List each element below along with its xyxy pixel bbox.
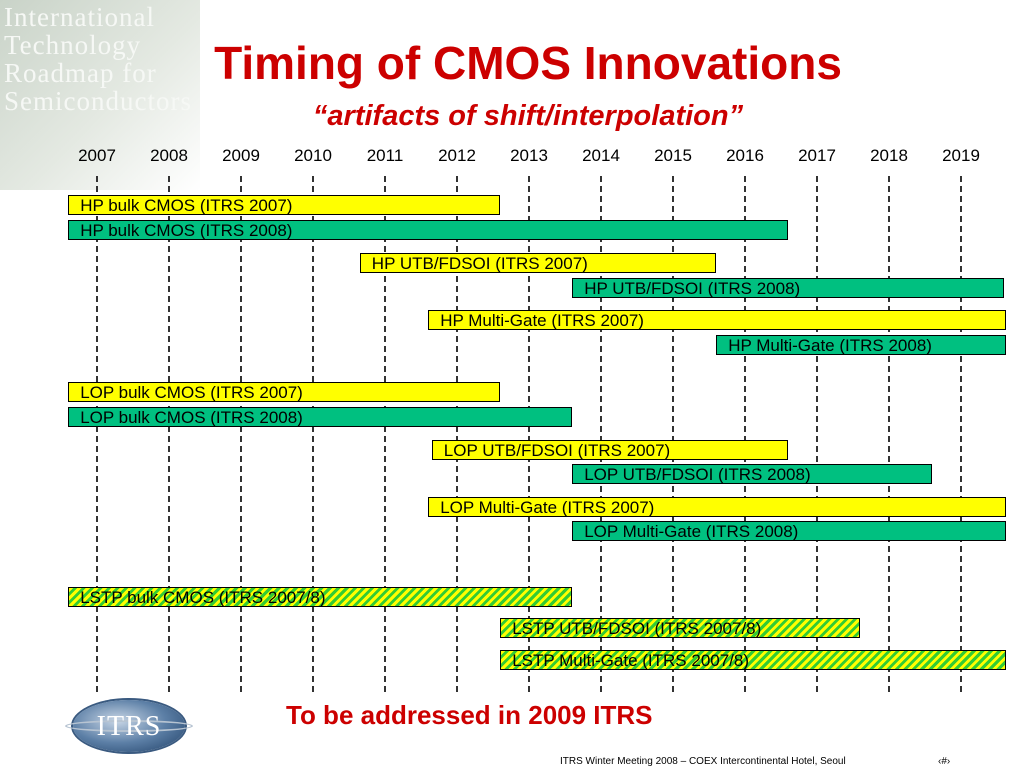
timeline-bar: LOP bulk CMOS (ITRS 2008): [68, 407, 573, 427]
year-gridline: [96, 176, 98, 692]
year-label: 2014: [582, 146, 620, 165]
slide-title: Timing of CMOS Innovations: [214, 37, 842, 89]
watermark-line: Technology: [4, 30, 142, 60]
page-number: ‹#›: [938, 756, 951, 767]
year-label: 2013: [510, 146, 548, 165]
year-gridline: [744, 176, 746, 692]
timeline-bar: HP bulk CMOS (ITRS 2008): [68, 220, 789, 240]
year-label: 2010: [294, 146, 332, 165]
year-label: 2011: [366, 146, 404, 165]
year-gridline: [456, 176, 458, 692]
watermark-line: Semiconductors: [4, 86, 192, 116]
watermark-line: International: [4, 2, 155, 32]
timeline-bar: HP Multi-Gate (ITRS 2008): [716, 335, 1006, 355]
timeline-bar: HP UTB/FDSOI (ITRS 2007): [359, 253, 717, 273]
year-label: 2008: [150, 146, 188, 165]
timeline-bar: HP UTB/FDSOI (ITRS 2008): [572, 278, 1005, 298]
year-gridline: [384, 176, 386, 692]
slide-subtitle: “artifacts of shift/interpolation”: [312, 100, 744, 132]
timeline-bar: LOP Multi-Gate (ITRS 2008): [572, 521, 1006, 541]
year-gridline: [240, 176, 242, 692]
year-label: 2015: [654, 146, 692, 165]
timeline-bar: LOP UTB/FDSOI (ITRS 2007): [431, 440, 789, 460]
year-label: 2019: [942, 146, 980, 165]
year-label: 2018: [870, 146, 908, 165]
year-gridline: [312, 176, 314, 692]
itrs-logo: ITRS: [65, 700, 193, 752]
year-label: 2007: [78, 146, 116, 165]
year-gridline: [600, 176, 602, 692]
year-gridline: [816, 176, 818, 692]
watermark-line: Roadmap for: [4, 58, 157, 88]
logo-ring: [65, 720, 193, 732]
year-gridline: [960, 176, 962, 692]
year-gridline: [528, 176, 530, 692]
timeline-bar: HP bulk CMOS (ITRS 2007): [68, 195, 501, 215]
logo-text: ITRS: [96, 711, 162, 742]
timeline-bar: LOP Multi-Gate (ITRS 2007): [428, 497, 1006, 517]
year-label: 2016: [726, 146, 764, 165]
year-gridline: [168, 176, 170, 692]
timeline-bar: LOP bulk CMOS (ITRS 2007): [68, 382, 501, 402]
year-label: 2017: [798, 146, 836, 165]
year-gridline: [888, 176, 890, 692]
timeline-bar: LSTP UTB/FDSOI (ITRS 2007/8): [500, 618, 861, 638]
year-gridline: [672, 176, 674, 692]
itrs-watermark: International Technology Roadmap for Sem…: [0, 0, 200, 190]
footer-note: To be addressed in 2009 ITRS: [286, 700, 653, 730]
year-label: 2012: [438, 146, 476, 165]
timeline-bar: LSTP bulk CMOS (ITRS 2007/8): [68, 587, 573, 607]
timeline-bar: LSTP Multi-Gate (ITRS 2007/8): [500, 650, 1006, 670]
timeline-bar: LOP UTB/FDSOI (ITRS 2008): [572, 464, 933, 484]
timeline-bar: HP Multi-Gate (ITRS 2007): [428, 310, 1006, 330]
year-label: 2009: [222, 146, 260, 165]
footer-meeting: ITRS Winter Meeting 2008 – COEX Intercon…: [560, 756, 846, 767]
